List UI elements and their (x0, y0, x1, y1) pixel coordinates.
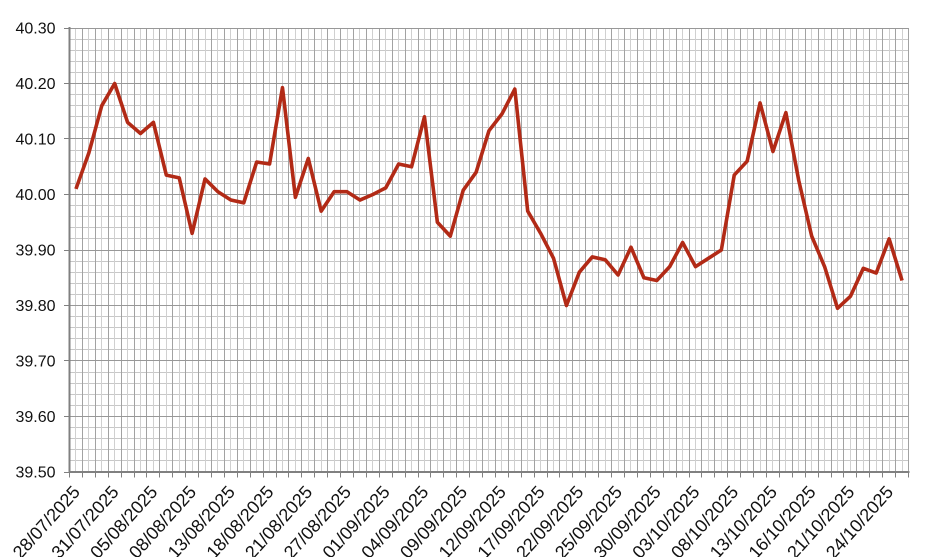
svg-text:39.50: 39.50 (15, 465, 55, 482)
svg-text:40.00: 40.00 (15, 187, 55, 204)
svg-text:40.10: 40.10 (15, 132, 55, 149)
svg-text:39.60: 39.60 (15, 409, 55, 426)
svg-text:40.20: 40.20 (15, 76, 55, 93)
svg-text:39.70: 39.70 (15, 354, 55, 371)
svg-text:39.80: 39.80 (15, 298, 55, 315)
svg-text:39.90: 39.90 (15, 243, 55, 260)
svg-text:40.30: 40.30 (15, 21, 55, 38)
